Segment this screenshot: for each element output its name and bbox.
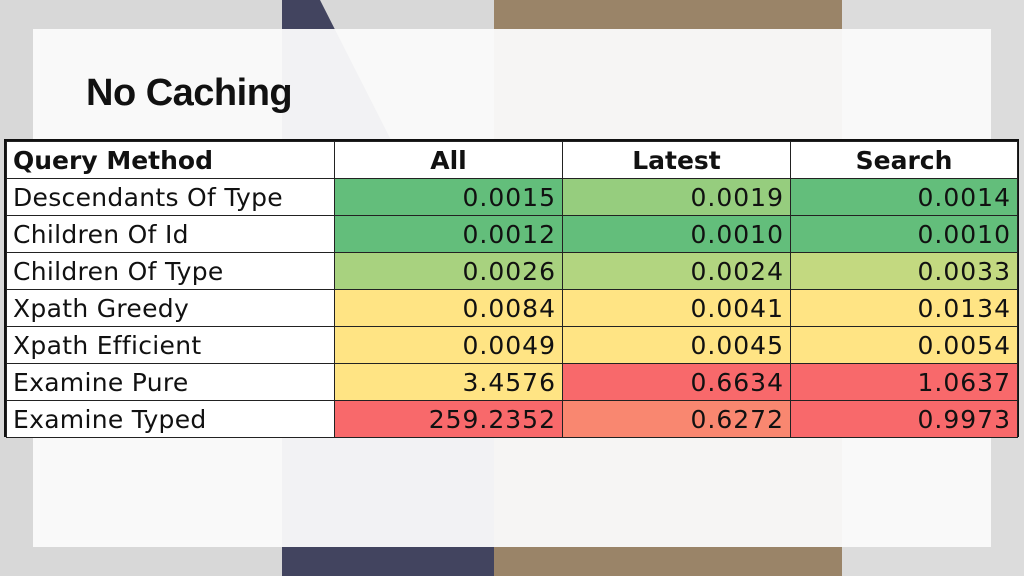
value-cell: 0.0012 bbox=[334, 215, 563, 253]
value-cell: 0.0045 bbox=[562, 326, 791, 364]
column-header: Query Method bbox=[6, 141, 335, 179]
column-header: Search bbox=[790, 141, 1018, 179]
value-cell: 0.0024 bbox=[562, 252, 791, 290]
value-cell: 0.0049 bbox=[334, 326, 563, 364]
slide-title: No Caching bbox=[86, 72, 293, 114]
table-row: Examine Typed 259.2352 0.6272 0.9973 bbox=[6, 400, 1018, 438]
header-row: Query Method All Latest Search bbox=[6, 141, 1018, 179]
value-cell: 0.0033 bbox=[790, 252, 1018, 290]
table-row: Children Of Type 0.0026 0.0024 0.0033 bbox=[6, 252, 1018, 290]
value-cell: 0.0019 bbox=[562, 178, 791, 216]
value-cell: 0.0010 bbox=[790, 215, 1018, 253]
row-label: Children Of Id bbox=[6, 215, 335, 253]
row-label: Children Of Type bbox=[6, 252, 335, 290]
value-cell: 259.2352 bbox=[334, 400, 563, 438]
column-header: Latest bbox=[562, 141, 791, 179]
table-row: Descendants Of Type 0.0015 0.0019 0.0014 bbox=[6, 178, 1018, 216]
row-label: Xpath Greedy bbox=[6, 289, 335, 327]
value-cell: 0.0010 bbox=[562, 215, 791, 253]
value-cell: 0.6634 bbox=[562, 363, 791, 401]
value-cell: 3.4576 bbox=[334, 363, 563, 401]
value-cell: 0.0014 bbox=[790, 178, 1018, 216]
column-header: All bbox=[334, 141, 563, 179]
value-cell: 0.0054 bbox=[790, 326, 1018, 364]
table-row: Xpath Efficient 0.0049 0.0045 0.0054 bbox=[6, 326, 1018, 364]
value-cell: 0.0026 bbox=[334, 252, 563, 290]
value-cell: 0.0015 bbox=[334, 178, 563, 216]
value-cell: 1.0637 bbox=[790, 363, 1018, 401]
value-cell: 0.0084 bbox=[334, 289, 563, 327]
row-label: Descendants Of Type bbox=[6, 178, 335, 216]
results-grid: Query Method All Latest Search Descendan… bbox=[6, 141, 1018, 438]
value-cell: 0.9973 bbox=[790, 400, 1018, 438]
value-cell: 0.0041 bbox=[562, 289, 791, 327]
row-label: Examine Typed bbox=[6, 400, 335, 438]
table-row: Xpath Greedy 0.0084 0.0041 0.0134 bbox=[6, 289, 1018, 327]
value-cell: 0.0134 bbox=[790, 289, 1018, 327]
table-row: Examine Pure 3.4576 0.6634 1.0637 bbox=[6, 363, 1018, 401]
results-table: Query Method All Latest Search Descendan… bbox=[4, 139, 1019, 438]
row-label: Xpath Efficient bbox=[6, 326, 335, 364]
row-label: Examine Pure bbox=[6, 363, 335, 401]
value-cell: 0.6272 bbox=[562, 400, 791, 438]
table-row: Children Of Id 0.0012 0.0010 0.0010 bbox=[6, 215, 1018, 253]
table-body: Descendants Of Type 0.0015 0.0019 0.0014 Chi… bbox=[6, 178, 1018, 438]
